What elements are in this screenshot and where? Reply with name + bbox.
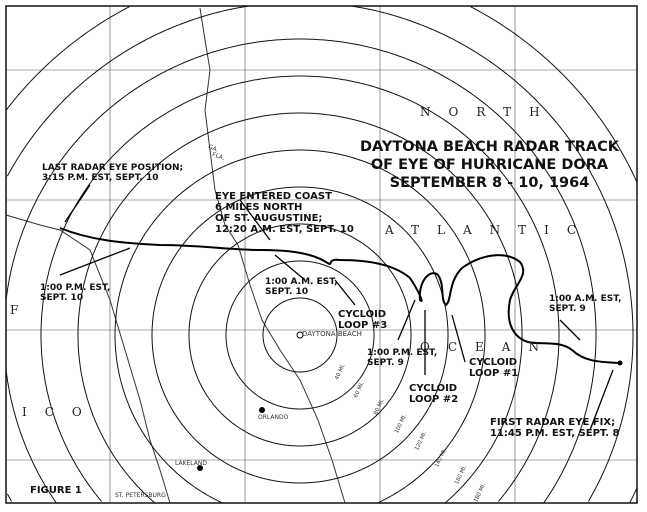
range-ring xyxy=(5,38,597,503)
daytona-radar-marker xyxy=(296,331,304,339)
sea-label-ocean: OCEAN xyxy=(420,340,557,354)
label-1am-sept10: 1:00 A.M. EST, SEPT. 10 xyxy=(265,277,338,297)
first-fix-point xyxy=(617,360,623,366)
range-ring xyxy=(225,260,375,410)
label-1pm-sept9: 1:00 P.M. EST, SEPT. 9 xyxy=(367,348,438,368)
label-cycloid-loop-2: CYCLOID LOOP #2 xyxy=(409,383,459,405)
hurricane-track xyxy=(59,227,621,364)
sea-label-atlantic: ATLANTIC xyxy=(385,223,595,237)
label-1am-sept9: 1:00 A.M. EST, SEPT. 9 xyxy=(549,294,622,314)
range-ring xyxy=(77,112,523,503)
sea-label-north: NORTH xyxy=(420,105,558,119)
city-st-petersburg: ST. PETERSBURG xyxy=(115,492,166,499)
label-1pm-sept10: 1:00 P.M. EST, SEPT. 10 xyxy=(40,283,111,303)
sea-label-gulf-ico: ICO xyxy=(22,405,100,419)
map-border xyxy=(5,5,638,504)
label-first-radar-eye-fix: FIRST RADAR EYE FIX; 11:45 P.M. EST, SEP… xyxy=(490,417,620,439)
label-cycloid-loop-3: CYCLOID LOOP #3 xyxy=(338,309,388,331)
label-last-radar-eye-position: LAST RADAR EYE POSITION; 3:15 P.M. EST, … xyxy=(42,163,184,183)
lakeland-marker xyxy=(197,465,203,471)
range-ring xyxy=(6,5,634,502)
title-line-3: SEPTEMBER 8 - 10, 1964 xyxy=(389,175,590,191)
annotation-arrows xyxy=(59,184,614,431)
lat-lon-grid xyxy=(6,6,637,503)
range-ring xyxy=(40,75,560,502)
coastline xyxy=(199,7,346,504)
map-title: DAYTONA BEACH RADAR TRACK OF EYE OF HURR… xyxy=(352,138,627,192)
title-line-2: OF EYE OF HURRICANE DORA xyxy=(370,157,609,173)
label-eye-entered-coast: EYE ENTERED COAST 6 MILES NORTH OF ST. A… xyxy=(215,191,354,235)
range-rings xyxy=(5,5,638,504)
title-line-1: DAYTONA BEACH RADAR TRACK xyxy=(359,139,619,155)
orlando-marker xyxy=(259,407,265,413)
city-lakeland: LAKELAND xyxy=(175,460,208,467)
range-ring xyxy=(151,186,449,484)
sea-label-gulf-f: F xyxy=(10,303,37,317)
range-ring xyxy=(6,6,638,504)
city-orlando: ORLANDO xyxy=(258,414,289,421)
figure-label: FIGURE 1 xyxy=(30,485,82,496)
range-ring xyxy=(188,223,412,447)
label-cycloid-loop-1: CYCLOID LOOP #1 xyxy=(469,357,519,379)
range-ring xyxy=(262,297,338,373)
range-ring xyxy=(114,149,486,504)
gulf-coastline xyxy=(5,214,171,504)
city-daytona-beach: DAYTONA BEACH xyxy=(302,330,362,338)
